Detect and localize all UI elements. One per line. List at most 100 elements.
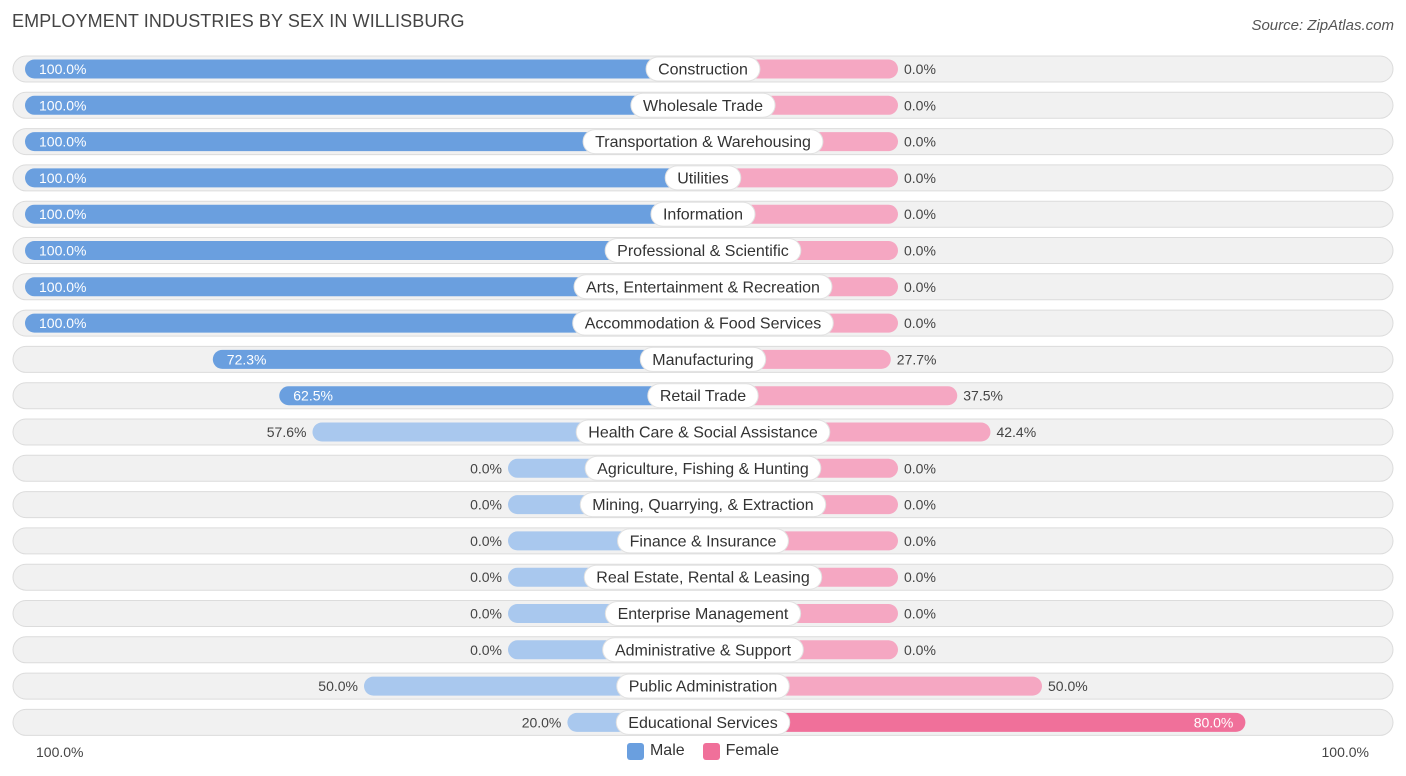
category-label: Health Care & Social Assistance: [588, 425, 818, 442]
category-pill: [615, 709, 791, 735]
value-label-female: 0.0%: [904, 97, 936, 113]
value-label-male: 0.0%: [470, 642, 502, 658]
value-label-male: 100.0%: [39, 206, 86, 222]
category-label: Retail Trade: [660, 388, 746, 405]
chart-row: 100.0% 0.0% Transportation & Warehousing: [12, 128, 1394, 156]
value-label-male: 0.0%: [470, 606, 502, 622]
category-label: Utilities: [677, 170, 729, 187]
bar-male: [25, 132, 703, 152]
category-label: Information: [663, 207, 743, 224]
chart-row: 0.0% 0.0% Enterprise Management: [12, 600, 1394, 627]
chart-row: 72.3% 27.7% Manufacturing: [12, 345, 1394, 373]
value-label-male: 100.0%: [39, 97, 86, 113]
chart-row: 0.0% 0.0% Administrative & Support: [12, 636, 1394, 664]
value-label-female: 0.0%: [904, 61, 936, 77]
legend-item-male[interactable]: Male: [626, 742, 685, 760]
value-label-female: 0.0%: [904, 460, 936, 476]
category-label: Finance & Insurance: [630, 533, 777, 550]
category-pill: [604, 238, 802, 263]
category-pill: [604, 601, 802, 626]
legend: Male Female: [0, 742, 1406, 760]
value-label-male: 100.0%: [39, 134, 86, 150]
category-label: Mining, Quarrying, & Extraction: [592, 497, 813, 514]
bar-chart: 100.0% 0.0% Construction 100.0% 0.0% Wholesal…: [12, 55, 1394, 736]
category-pill: [650, 201, 756, 227]
category-pill: [573, 274, 833, 300]
category-pill: [630, 92, 776, 118]
chart-row: 0.0% 0.0% Agriculture, Fishing & Hunting: [12, 454, 1394, 482]
category-pill: [639, 346, 767, 372]
bar-male: [25, 204, 703, 224]
value-label-female: 0.0%: [904, 170, 936, 186]
value-label-female: 37.5%: [963, 388, 1003, 404]
category-pill: [584, 455, 822, 481]
bar-male: [212, 349, 703, 369]
category-label: Professional & Scientific: [617, 243, 789, 260]
category-label: Manufacturing: [652, 352, 753, 369]
category-pill: [572, 310, 834, 336]
value-label-female: 0.0%: [904, 497, 936, 513]
chart-row: 100.0% 0.0% Wholesale Trade: [12, 91, 1394, 119]
category-label: Real Estate, Rental & Leasing: [596, 570, 809, 587]
value-label-male: 100.0%: [39, 170, 86, 186]
chart-row: 100.0% 0.0% Construction: [12, 55, 1394, 83]
chart-row: 57.6% 42.4% Health Care & Social Assistanc…: [12, 418, 1394, 446]
source-label: Source: ZipAtlas.com: [1251, 17, 1394, 34]
legend-item-female[interactable]: Female: [702, 742, 780, 760]
chart-row: 0.0% 0.0% Real Estate, Rental & Leasing: [12, 563, 1394, 591]
value-label-female: 0.0%: [904, 606, 936, 622]
bar-male: [25, 277, 703, 297]
value-label-female: 0.0%: [904, 569, 936, 585]
chart-row: 50.0% 50.0% Public Administration: [12, 672, 1394, 700]
value-label-female: 0.0%: [904, 279, 936, 295]
value-label-male: 100.0%: [39, 243, 86, 259]
value-label-female: 0.0%: [904, 533, 936, 549]
category-pill: [645, 56, 761, 82]
axis-right-label: 100.0%: [1321, 744, 1369, 760]
bar-male: [25, 168, 703, 188]
value-label-female: 0.0%: [904, 243, 936, 259]
chart-title: EMPLOYMENT INDUSTRIES BY SEX IN WILLISBU…: [12, 11, 465, 31]
category-pill: [579, 492, 827, 518]
value-label-male: 0.0%: [470, 569, 502, 585]
value-label-male: 100.0%: [39, 315, 86, 331]
legend-label-female: Female: [725, 742, 780, 759]
value-label-male: 100.0%: [39, 279, 86, 295]
category-label: Wholesale Trade: [643, 98, 763, 115]
value-label-male: 57.6%: [267, 424, 307, 440]
category-pill: [647, 383, 759, 409]
value-label-female: 27.7%: [897, 351, 937, 367]
category-pill: [616, 673, 790, 699]
category-label: Public Administration: [629, 679, 778, 696]
value-label-male: 62.5%: [293, 388, 333, 404]
bar-male: [25, 241, 703, 260]
value-label-male: 50.0%: [318, 678, 358, 694]
value-label-female: 50.0%: [1048, 678, 1088, 694]
value-label-female: 0.0%: [904, 134, 936, 150]
category-pill: [583, 564, 823, 590]
bar-male: [25, 59, 703, 79]
axis-left-label: 100.0%: [36, 744, 84, 760]
value-label-male: 20.0%: [522, 714, 562, 730]
category-pill: [617, 528, 789, 554]
legend-swatch-female: [702, 742, 720, 760]
value-label-male: 0.0%: [470, 497, 502, 513]
bar-male: [279, 386, 703, 406]
value-label-female: 42.4%: [996, 424, 1036, 440]
category-label: Educational Services: [628, 715, 777, 732]
value-label-male: 100.0%: [39, 61, 86, 77]
category-label: Administrative & Support: [615, 642, 792, 659]
category-label: Accommodation & Food Services: [585, 316, 822, 333]
category-pill: [602, 637, 804, 663]
value-label-female: 0.0%: [904, 642, 936, 658]
value-label-female: 80.0%: [1194, 714, 1234, 730]
chart-row: 62.5% 37.5% Retail Trade: [12, 382, 1394, 410]
chart-row: 20.0% 80.0% Educational Services: [12, 708, 1394, 736]
value-label-female: 0.0%: [904, 315, 936, 331]
category-label: Enterprise Management: [618, 606, 789, 623]
bar-male: [25, 95, 703, 115]
category-pill: [582, 129, 824, 155]
bar-female: [703, 168, 898, 188]
value-label-female: 0.0%: [904, 206, 936, 222]
value-label-male: 0.0%: [470, 533, 502, 549]
